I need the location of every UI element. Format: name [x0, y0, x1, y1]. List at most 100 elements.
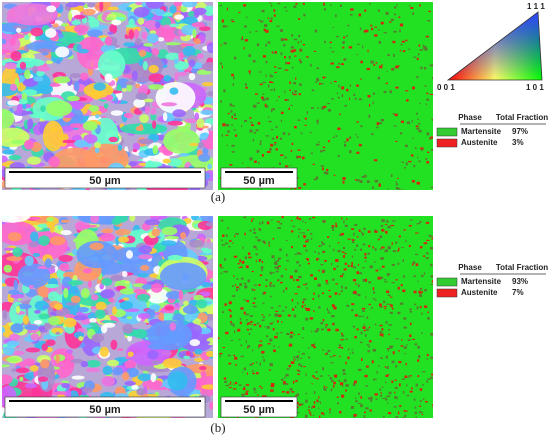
phase-speck — [289, 335, 293, 339]
phase-speck — [242, 387, 246, 391]
phase-speck — [265, 395, 267, 397]
phase-speck — [424, 85, 427, 87]
phase-speck — [329, 41, 332, 44]
grain — [82, 324, 93, 328]
grain — [206, 91, 213, 97]
grain — [99, 283, 105, 290]
phase-speck — [418, 294, 423, 297]
phase-speck — [351, 239, 355, 241]
phase-speck — [385, 398, 388, 401]
phase-speck — [318, 245, 321, 247]
phase-speck — [376, 370, 378, 374]
phase-speck — [249, 31, 251, 33]
phase-speck — [248, 256, 252, 259]
ipf-triangle-blue — [448, 12, 542, 80]
grain — [167, 158, 182, 167]
phase-speck — [401, 40, 405, 43]
grain — [7, 100, 20, 106]
phase-speck — [278, 279, 280, 281]
phase-speck — [316, 77, 319, 81]
phase-speck — [374, 230, 378, 233]
phase-speck — [310, 413, 312, 416]
phase-speck — [378, 183, 381, 187]
phase-speck — [366, 180, 370, 183]
phase-speck — [275, 310, 279, 312]
phase-speck — [298, 404, 302, 406]
phase-speck — [366, 67, 371, 71]
phase-speck — [337, 154, 340, 158]
phase-speck — [423, 46, 427, 50]
phase-speck — [429, 235, 433, 237]
phase-speck — [362, 278, 366, 282]
phase-speck — [252, 302, 256, 304]
phase-speck — [269, 282, 273, 284]
phase-speck — [249, 129, 253, 133]
grain — [57, 225, 62, 230]
phase-speck — [412, 261, 416, 264]
grain — [161, 102, 178, 107]
phase-speck — [391, 263, 395, 266]
phase-speck — [415, 125, 419, 128]
grain — [200, 370, 207, 378]
grain — [178, 153, 190, 157]
phase-speck — [321, 417, 325, 418]
phase-speck — [281, 321, 283, 323]
grain — [23, 139, 34, 150]
phase-speck — [223, 271, 227, 273]
grain — [105, 94, 114, 102]
phase-speck — [365, 29, 369, 33]
phase-speck — [401, 247, 404, 249]
phase-speck — [430, 186, 433, 188]
phase-speck — [353, 380, 357, 384]
phase-speck — [313, 50, 317, 52]
phase-speck — [411, 119, 413, 123]
phase-speck — [417, 280, 419, 282]
phase-speck — [306, 56, 309, 58]
grain — [119, 300, 134, 310]
grain — [16, 105, 23, 114]
phase-speck — [333, 174, 336, 177]
grain — [184, 313, 196, 322]
phase-speck — [323, 171, 326, 174]
phase-speck — [223, 89, 226, 93]
grain — [154, 9, 165, 17]
phase-speck — [281, 378, 284, 381]
phase-speck — [360, 60, 363, 64]
grain — [198, 365, 207, 371]
grain — [60, 230, 72, 236]
grain — [143, 43, 153, 47]
grain — [19, 61, 27, 70]
phase-speck — [354, 97, 357, 100]
phase-speck — [255, 30, 258, 33]
panel-label: (a) — [211, 189, 225, 204]
phase-speck — [299, 60, 303, 64]
phase-speck — [231, 20, 235, 23]
grain — [111, 19, 122, 26]
grain — [97, 50, 126, 79]
phase-speck — [323, 413, 325, 416]
phase-speck — [351, 303, 355, 306]
grain — [95, 309, 106, 319]
ipf-key: 1 1 1 0 0 1 1 0 1 — [437, 2, 545, 92]
grain — [65, 389, 72, 399]
phase-speck — [414, 406, 417, 409]
phase-speck — [375, 269, 379, 272]
phase-speck — [343, 220, 345, 224]
grain — [94, 147, 100, 154]
grain — [148, 73, 165, 83]
phase-speck — [321, 167, 324, 171]
phase-speck — [397, 262, 400, 265]
phase-speck — [397, 286, 400, 290]
phase-speck — [393, 125, 397, 127]
phase-speck — [341, 347, 344, 349]
grain — [2, 49, 12, 54]
phase-speck — [387, 54, 390, 56]
phase-speck — [422, 371, 426, 373]
phase-speck — [345, 384, 349, 387]
grain — [22, 103, 27, 110]
phase-speck — [281, 391, 285, 393]
phase-speck — [363, 227, 366, 230]
phase-speck — [230, 320, 232, 323]
legend-header: Total Fraction — [496, 263, 548, 272]
grain — [207, 163, 213, 170]
